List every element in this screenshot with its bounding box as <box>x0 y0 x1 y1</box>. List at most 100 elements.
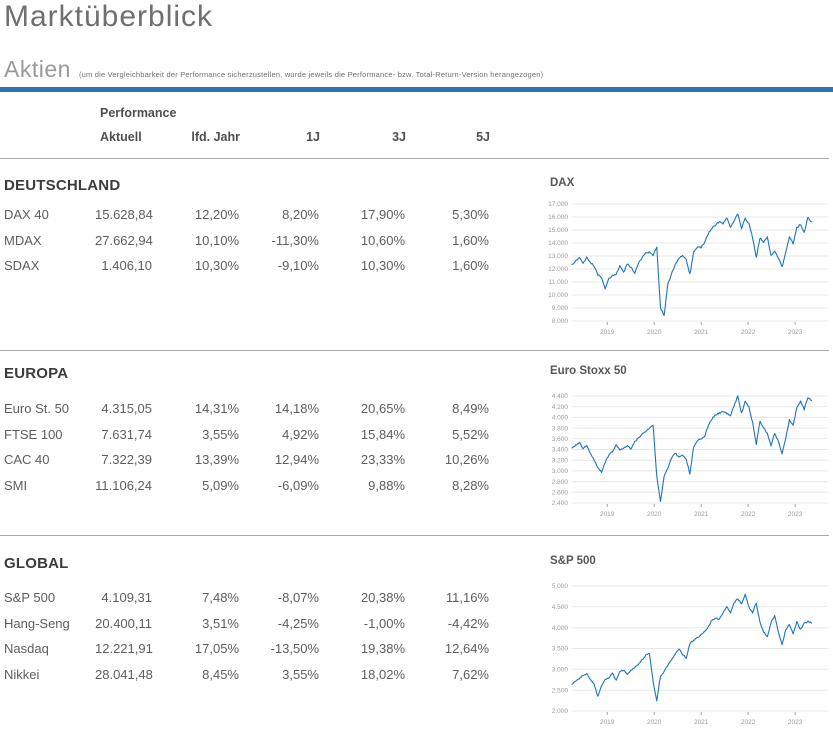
index-value: 8,20% <box>282 207 319 222</box>
index-value: 12,64% <box>444 641 489 657</box>
index-name: Euro St. 50 <box>4 401 70 416</box>
svg-text:2021: 2021 <box>694 719 709 726</box>
index-name: SMI <box>4 477 28 493</box>
svg-text:3.000: 3.000 <box>552 667 569 674</box>
index-value: 10,26% <box>444 452 489 468</box>
index-value: 15,84% <box>360 426 405 442</box>
index-name: Hang-Seng <box>4 615 70 631</box>
svg-text:3.600: 3.600 <box>552 436 569 443</box>
svg-text:3.800: 3.800 <box>552 425 569 432</box>
svg-text:2022: 2022 <box>741 329 756 336</box>
index-value: 28.041,48 <box>95 666 153 682</box>
svg-text:4.000: 4.000 <box>552 415 569 422</box>
svg-text:3.000: 3.000 <box>552 468 569 475</box>
index-value: -4,42% <box>447 615 489 631</box>
index-value: 3,55% <box>282 666 319 682</box>
svg-text:2019: 2019 <box>600 329 615 336</box>
index-value: 10,10% <box>194 232 239 248</box>
index-value: 3,55% <box>202 426 239 442</box>
svg-text:13.000: 13.000 <box>548 253 568 260</box>
svg-text:5.000: 5.000 <box>552 583 569 590</box>
global-table: S&P 500 4.109,31 7,48% -8,07% 20,38% 11,16% Ha… <box>4 585 493 687</box>
index-value: -4,25% <box>277 615 319 631</box>
column-header-3j: 3J <box>392 130 406 144</box>
svg-text:2023: 2023 <box>788 719 803 726</box>
svg-text:2.600: 2.600 <box>552 490 569 497</box>
index-value: -1,00% <box>363 615 405 631</box>
column-header-1j: 1J <box>306 130 320 144</box>
index-value: 10,30% <box>194 258 239 274</box>
index-value: -13,50% <box>270 641 319 657</box>
index-value: 7.322,39 <box>101 452 152 468</box>
index-value: 4.315,05 <box>101 401 152 416</box>
index-name: SDAX <box>4 258 40 274</box>
section-divider <box>0 350 829 351</box>
aktien-note: (um die Vergleichbarkeit der Performance… <box>78 70 544 79</box>
section-title-global: GLOBAL <box>4 555 69 572</box>
svg-text:4.400: 4.400 <box>552 393 569 400</box>
svg-text:4.500: 4.500 <box>552 604 569 611</box>
index-value: 1.406,10 <box>101 258 152 274</box>
svg-text:17.000: 17.000 <box>548 201 568 208</box>
index-value: 5,09% <box>202 477 239 493</box>
svg-text:14.000: 14.000 <box>548 240 568 247</box>
euro-stoxx-line-chart: 4.400 4.200 4.000 3.800 3.600 3.400 3.200 3.000… <box>552 393 828 518</box>
svg-text:4.200: 4.200 <box>552 404 569 411</box>
svg-text:3.200: 3.200 <box>552 457 569 464</box>
index-value: 12,94% <box>274 452 319 468</box>
aktien-title: Aktien <box>4 56 71 82</box>
index-name: S&P 500 <box>4 590 56 605</box>
index-value: 18,02% <box>360 666 405 682</box>
index-value: 5,52% <box>452 426 489 442</box>
index-name: Nasdaq <box>4 641 49 657</box>
index-value: 1,60% <box>452 258 489 274</box>
page-title: Marktüberblick <box>4 0 214 33</box>
accent-divider-bar <box>0 87 833 92</box>
europa-table: Euro St. 50 4.315,05 14,31% 14,18% 20,65% 8,4… <box>4 396 493 498</box>
index-value: 1,60% <box>452 232 489 248</box>
index-value: 9,88% <box>368 477 405 493</box>
svg-text:4.000: 4.000 <box>552 625 569 632</box>
section-divider <box>0 158 829 159</box>
index-value: 4.109,31 <box>101 590 152 605</box>
section-title-europa: EUROPA <box>4 365 69 382</box>
index-value: 19,38% <box>360 641 405 657</box>
svg-text:2022: 2022 <box>741 511 756 518</box>
column-header-5j: 5J <box>476 130 490 144</box>
svg-text:2020: 2020 <box>647 329 662 336</box>
index-name: MDAX <box>4 232 42 248</box>
sp500-line-chart: 5.000 4.500 4.000 3.500 3.000 2.500 2.000 2019 2… <box>552 583 828 726</box>
svg-text:2.000: 2.000 <box>552 708 569 715</box>
index-value: -9,10% <box>277 258 319 274</box>
column-header-aktuell: Aktuell <box>100 130 142 144</box>
sp500-chart-title: S&P 500 <box>550 555 596 567</box>
index-value: 23,33% <box>360 452 405 468</box>
svg-text:3.400: 3.400 <box>552 447 569 454</box>
svg-text:2019: 2019 <box>600 511 615 518</box>
svg-text:15.000: 15.000 <box>548 227 568 234</box>
svg-text:2022: 2022 <box>741 719 756 726</box>
dax-chart-title: DAX <box>550 177 575 189</box>
index-value: 20,38% <box>360 590 405 605</box>
index-name: Nikkei <box>4 666 40 682</box>
index-name: FTSE 100 <box>4 426 63 442</box>
index-value: 12.221,91 <box>95 641 153 657</box>
index-value: 27.662,94 <box>95 232 153 248</box>
index-value: 17,05% <box>194 641 239 657</box>
index-value: 7,48% <box>202 590 239 605</box>
euro-stoxx-chart-title: Euro Stoxx 50 <box>550 365 627 377</box>
index-value: 8,49% <box>452 401 489 416</box>
index-value: 14,18% <box>274 401 319 416</box>
svg-text:3.500: 3.500 <box>552 646 569 653</box>
svg-text:2.500: 2.500 <box>552 687 569 694</box>
svg-text:9.000: 9.000 <box>552 305 569 312</box>
index-value: 12,20% <box>194 207 239 222</box>
svg-text:8.000: 8.000 <box>552 318 569 325</box>
index-value: 13,39% <box>194 452 239 468</box>
index-value: 10,60% <box>360 232 405 248</box>
svg-text:10.000: 10.000 <box>548 292 568 299</box>
index-value: 8,45% <box>202 666 239 682</box>
performance-group-header: Performance <box>100 106 177 120</box>
section-title-deutschland: DEUTSCHLAND <box>4 177 121 194</box>
